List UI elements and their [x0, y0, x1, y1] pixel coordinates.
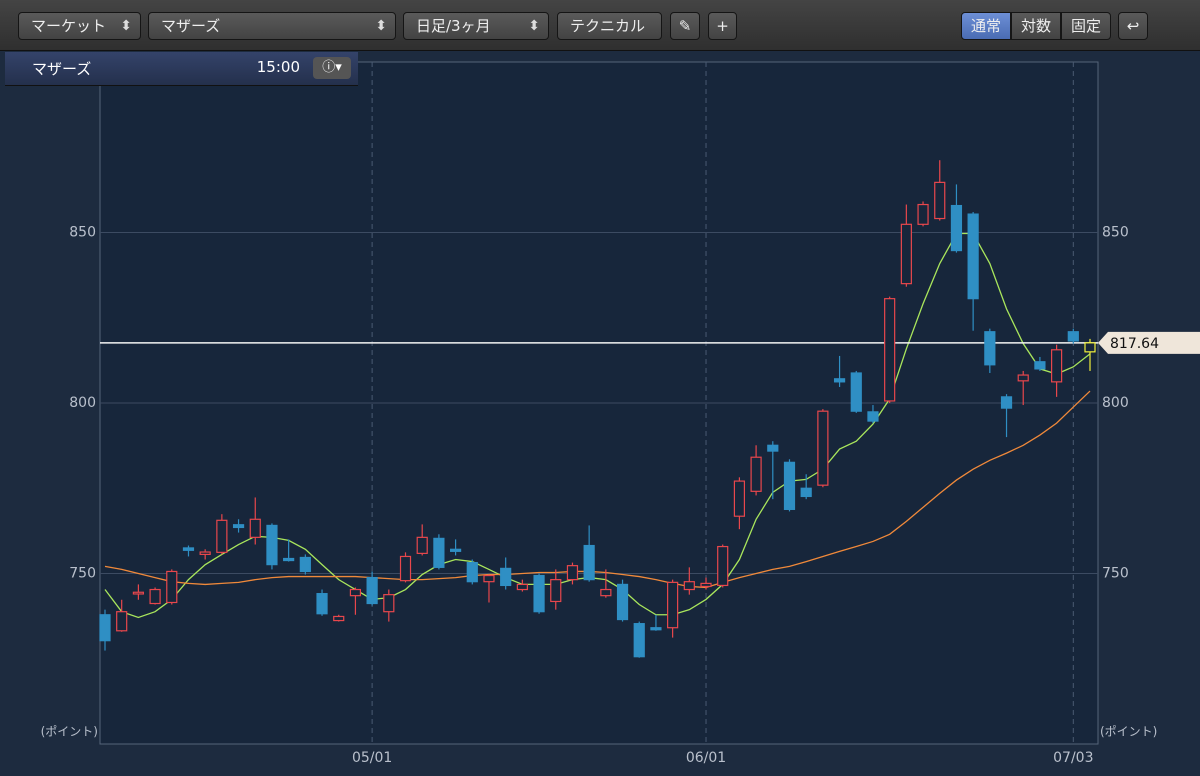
candle-body [516, 583, 528, 591]
candle-body [750, 456, 762, 492]
candle-body [600, 588, 612, 597]
x-tick-label: 07/03 [1053, 750, 1093, 766]
y2-tick-label: 800 [1102, 395, 1129, 411]
candle-body [850, 372, 862, 412]
candle-body [149, 588, 161, 605]
candle-body [1084, 342, 1096, 353]
candle-body [884, 298, 896, 402]
candle-body [1017, 374, 1029, 382]
candle-body [366, 576, 378, 605]
candle-body [299, 556, 311, 573]
candle-body [166, 570, 178, 604]
y-axis-label: (ポイント) [41, 725, 98, 739]
candle-body [1051, 349, 1063, 383]
candle-body [199, 551, 211, 556]
candle-body [249, 518, 261, 538]
add-button[interactable]: + [708, 12, 737, 40]
candle-body [800, 487, 812, 498]
symbol-select[interactable]: マザーズ [148, 12, 396, 40]
candle-body [967, 213, 979, 300]
candle-body [717, 545, 729, 587]
scale-fixed[interactable]: 固定 [1061, 12, 1111, 40]
candle-body [867, 411, 879, 422]
candle-body [116, 611, 128, 632]
candle-body [683, 581, 695, 591]
x-tick-label: 05/01 [352, 750, 392, 766]
candle-body [349, 588, 362, 597]
panel-time: 15:00 [256, 58, 300, 76]
info-button[interactable]: ⓘ▾ [313, 57, 351, 79]
market-select[interactable]: マーケット [18, 12, 141, 40]
technical-button[interactable]: テクニカル [557, 12, 662, 40]
candle-body [817, 410, 829, 486]
candle-body [667, 581, 679, 629]
candle-body [583, 544, 595, 581]
panel-header: マザーズ 15:00 ⓘ▾ [5, 52, 358, 86]
scale-normal[interactable]: 通常 [961, 12, 1011, 40]
candle-body [934, 181, 946, 220]
candle-body [449, 548, 462, 552]
price-tag-label: 817.64 [1110, 336, 1159, 352]
candle-body [500, 567, 512, 587]
candle-body [833, 378, 846, 383]
y2-tick-label: 750 [1102, 566, 1129, 582]
candle-body [633, 623, 645, 658]
y2-tick-label: 850 [1102, 225, 1129, 241]
candle-body [232, 524, 245, 529]
candle-body [550, 579, 562, 603]
candle-body [99, 614, 111, 642]
price-tag [1098, 331, 1200, 354]
candle-body [383, 594, 395, 613]
candle-body [433, 537, 445, 568]
candle-body [616, 583, 629, 621]
undo-button[interactable]: ↩ [1118, 12, 1148, 40]
candle-body [466, 561, 478, 583]
candle-body [533, 574, 545, 613]
candle-body [132, 591, 144, 595]
candle-body [900, 223, 912, 285]
candle-body [733, 480, 746, 517]
candle-body [283, 557, 295, 562]
candle-body [266, 524, 278, 566]
candle-body [984, 331, 996, 366]
period-select[interactable]: 日足/3ヶ月 [403, 12, 549, 40]
draw-button[interactable]: ✎ [670, 12, 700, 40]
candle-body [650, 627, 662, 631]
x-tick-label: 06/01 [686, 750, 726, 766]
panel-name: マザーズ [32, 60, 92, 78]
y-tick-label: 750 [69, 566, 96, 582]
candle-body [783, 461, 796, 510]
scale-log[interactable]: 対数 [1011, 12, 1061, 40]
candle-body [483, 574, 495, 583]
candle-body [399, 555, 412, 582]
candle-body [700, 582, 712, 588]
candle-body [1000, 396, 1013, 409]
y-tick-label: 800 [69, 395, 96, 411]
candle-body [416, 536, 428, 554]
moving-average-line [104, 390, 1091, 589]
candle-body [1034, 361, 1046, 370]
toolbar: マーケット マザーズ 日足/3ヶ月 テクニカル ✎ + 通常 対数 固定 ↩ [0, 0, 1200, 51]
candle-body [1067, 331, 1079, 342]
candle-body [917, 203, 929, 225]
candle-body [566, 565, 579, 581]
candle-body [950, 204, 963, 252]
y-tick-label: 850 [69, 225, 96, 241]
candle-body [333, 615, 345, 622]
candle-body [182, 547, 195, 551]
y2-axis-label: (ポイント) [1100, 725, 1157, 739]
candle-body [216, 519, 228, 553]
candle-body [767, 444, 779, 452]
candle-body [316, 593, 328, 615]
